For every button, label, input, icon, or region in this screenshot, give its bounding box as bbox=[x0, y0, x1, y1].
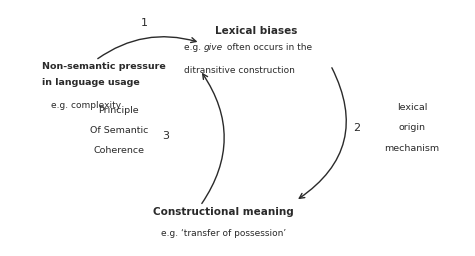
Text: in language usage: in language usage bbox=[42, 78, 140, 87]
Text: 2: 2 bbox=[352, 123, 360, 133]
Text: e.g.: e.g. bbox=[184, 43, 204, 52]
FancyArrowPatch shape bbox=[202, 74, 224, 204]
Text: e.g. complexity: e.g. complexity bbox=[51, 101, 122, 110]
Text: 3: 3 bbox=[162, 131, 169, 141]
Text: e.g. ‘transfer of possession’: e.g. ‘transfer of possession’ bbox=[161, 229, 286, 238]
FancyArrowPatch shape bbox=[299, 68, 346, 198]
Text: Constructional meaning: Constructional meaning bbox=[153, 207, 294, 217]
Text: give: give bbox=[204, 43, 223, 52]
Text: ditransitive construction: ditransitive construction bbox=[184, 66, 295, 75]
Text: mechanism: mechanism bbox=[384, 144, 440, 153]
Text: often occurs in the: often occurs in the bbox=[224, 43, 312, 52]
Text: Of Semantic: Of Semantic bbox=[90, 126, 148, 135]
Text: Coherence: Coherence bbox=[93, 146, 144, 155]
Text: Lexical biases: Lexical biases bbox=[215, 26, 297, 36]
Text: 1: 1 bbox=[141, 18, 148, 28]
Text: lexical: lexical bbox=[397, 103, 427, 112]
Text: Principle: Principle bbox=[98, 106, 139, 115]
Text: Non-semantic pressure: Non-semantic pressure bbox=[42, 62, 166, 71]
FancyArrowPatch shape bbox=[98, 37, 196, 59]
Text: origin: origin bbox=[399, 123, 426, 133]
